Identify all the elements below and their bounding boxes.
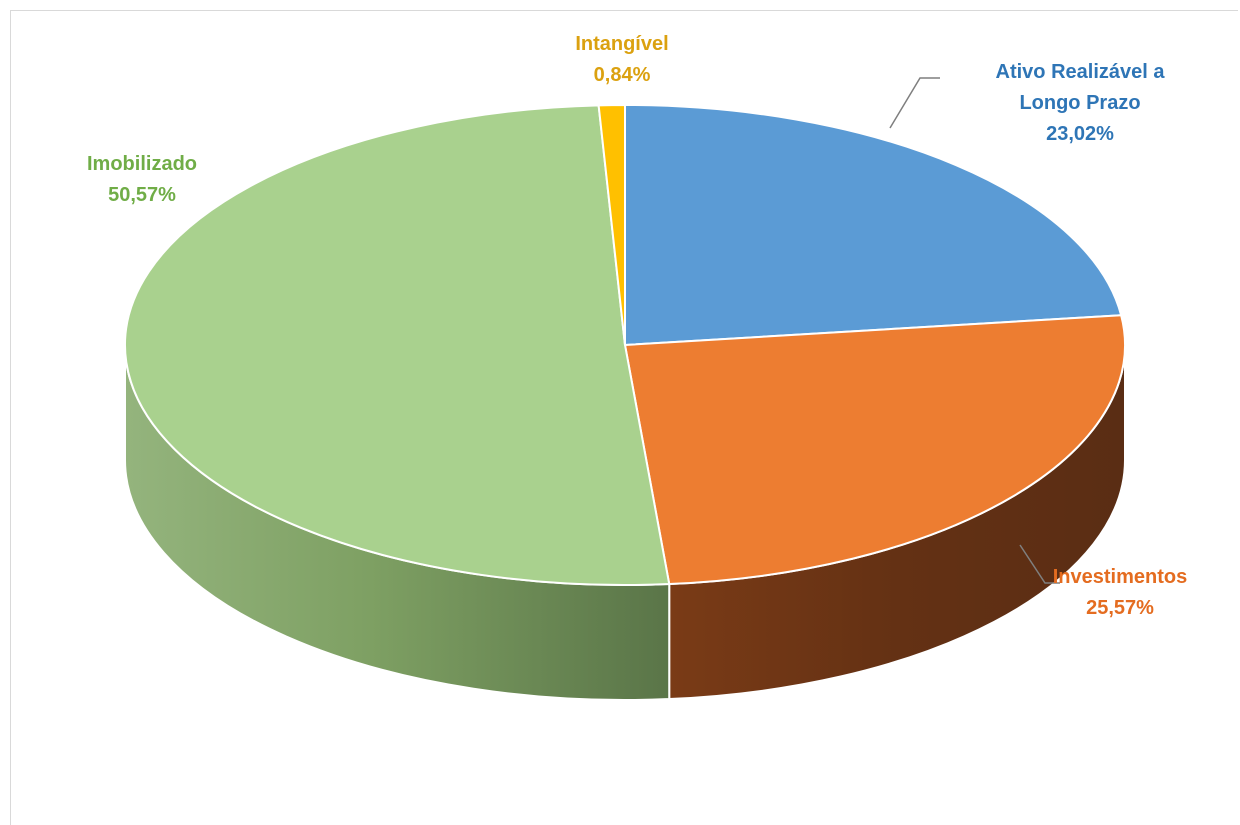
- pie-slice-ativo-realizavel: [624, 104, 1123, 346]
- slice-value-label: 23,02%: [1046, 123, 1114, 145]
- data-label-imobilizado: Imobilizado 50,57%: [87, 153, 197, 206]
- data-label-ativo-realizavel: Ativo Realizável a Longo Prazo 23,02%: [996, 61, 1166, 145]
- leader-line-investimentos: [1019, 544, 1060, 584]
- pie-slice-investimentos: [624, 314, 1126, 586]
- slice-name-label: Longo Prazo: [1019, 92, 1140, 114]
- slice-value-label: 0,84%: [594, 64, 651, 86]
- data-label-intangivel: Intangível 0,84%: [575, 33, 668, 86]
- slice-value-label: 50,57%: [108, 184, 176, 206]
- leader-line-ativo-realizavel: [889, 77, 940, 129]
- slice-name-label: Investimentos: [1053, 566, 1187, 588]
- pie-slice-intangivel: [597, 104, 626, 346]
- slice-name-label: Intangível: [575, 33, 668, 55]
- pie-slice-imobilizado: [124, 104, 671, 586]
- slice-name-label: Ativo Realizável a: [996, 61, 1166, 83]
- slice-value-label: 25,57%: [1086, 597, 1154, 619]
- data-label-investimentos: Investimentos 25,57%: [1053, 566, 1187, 619]
- slice-name-label: Imobilizado: [87, 153, 197, 175]
